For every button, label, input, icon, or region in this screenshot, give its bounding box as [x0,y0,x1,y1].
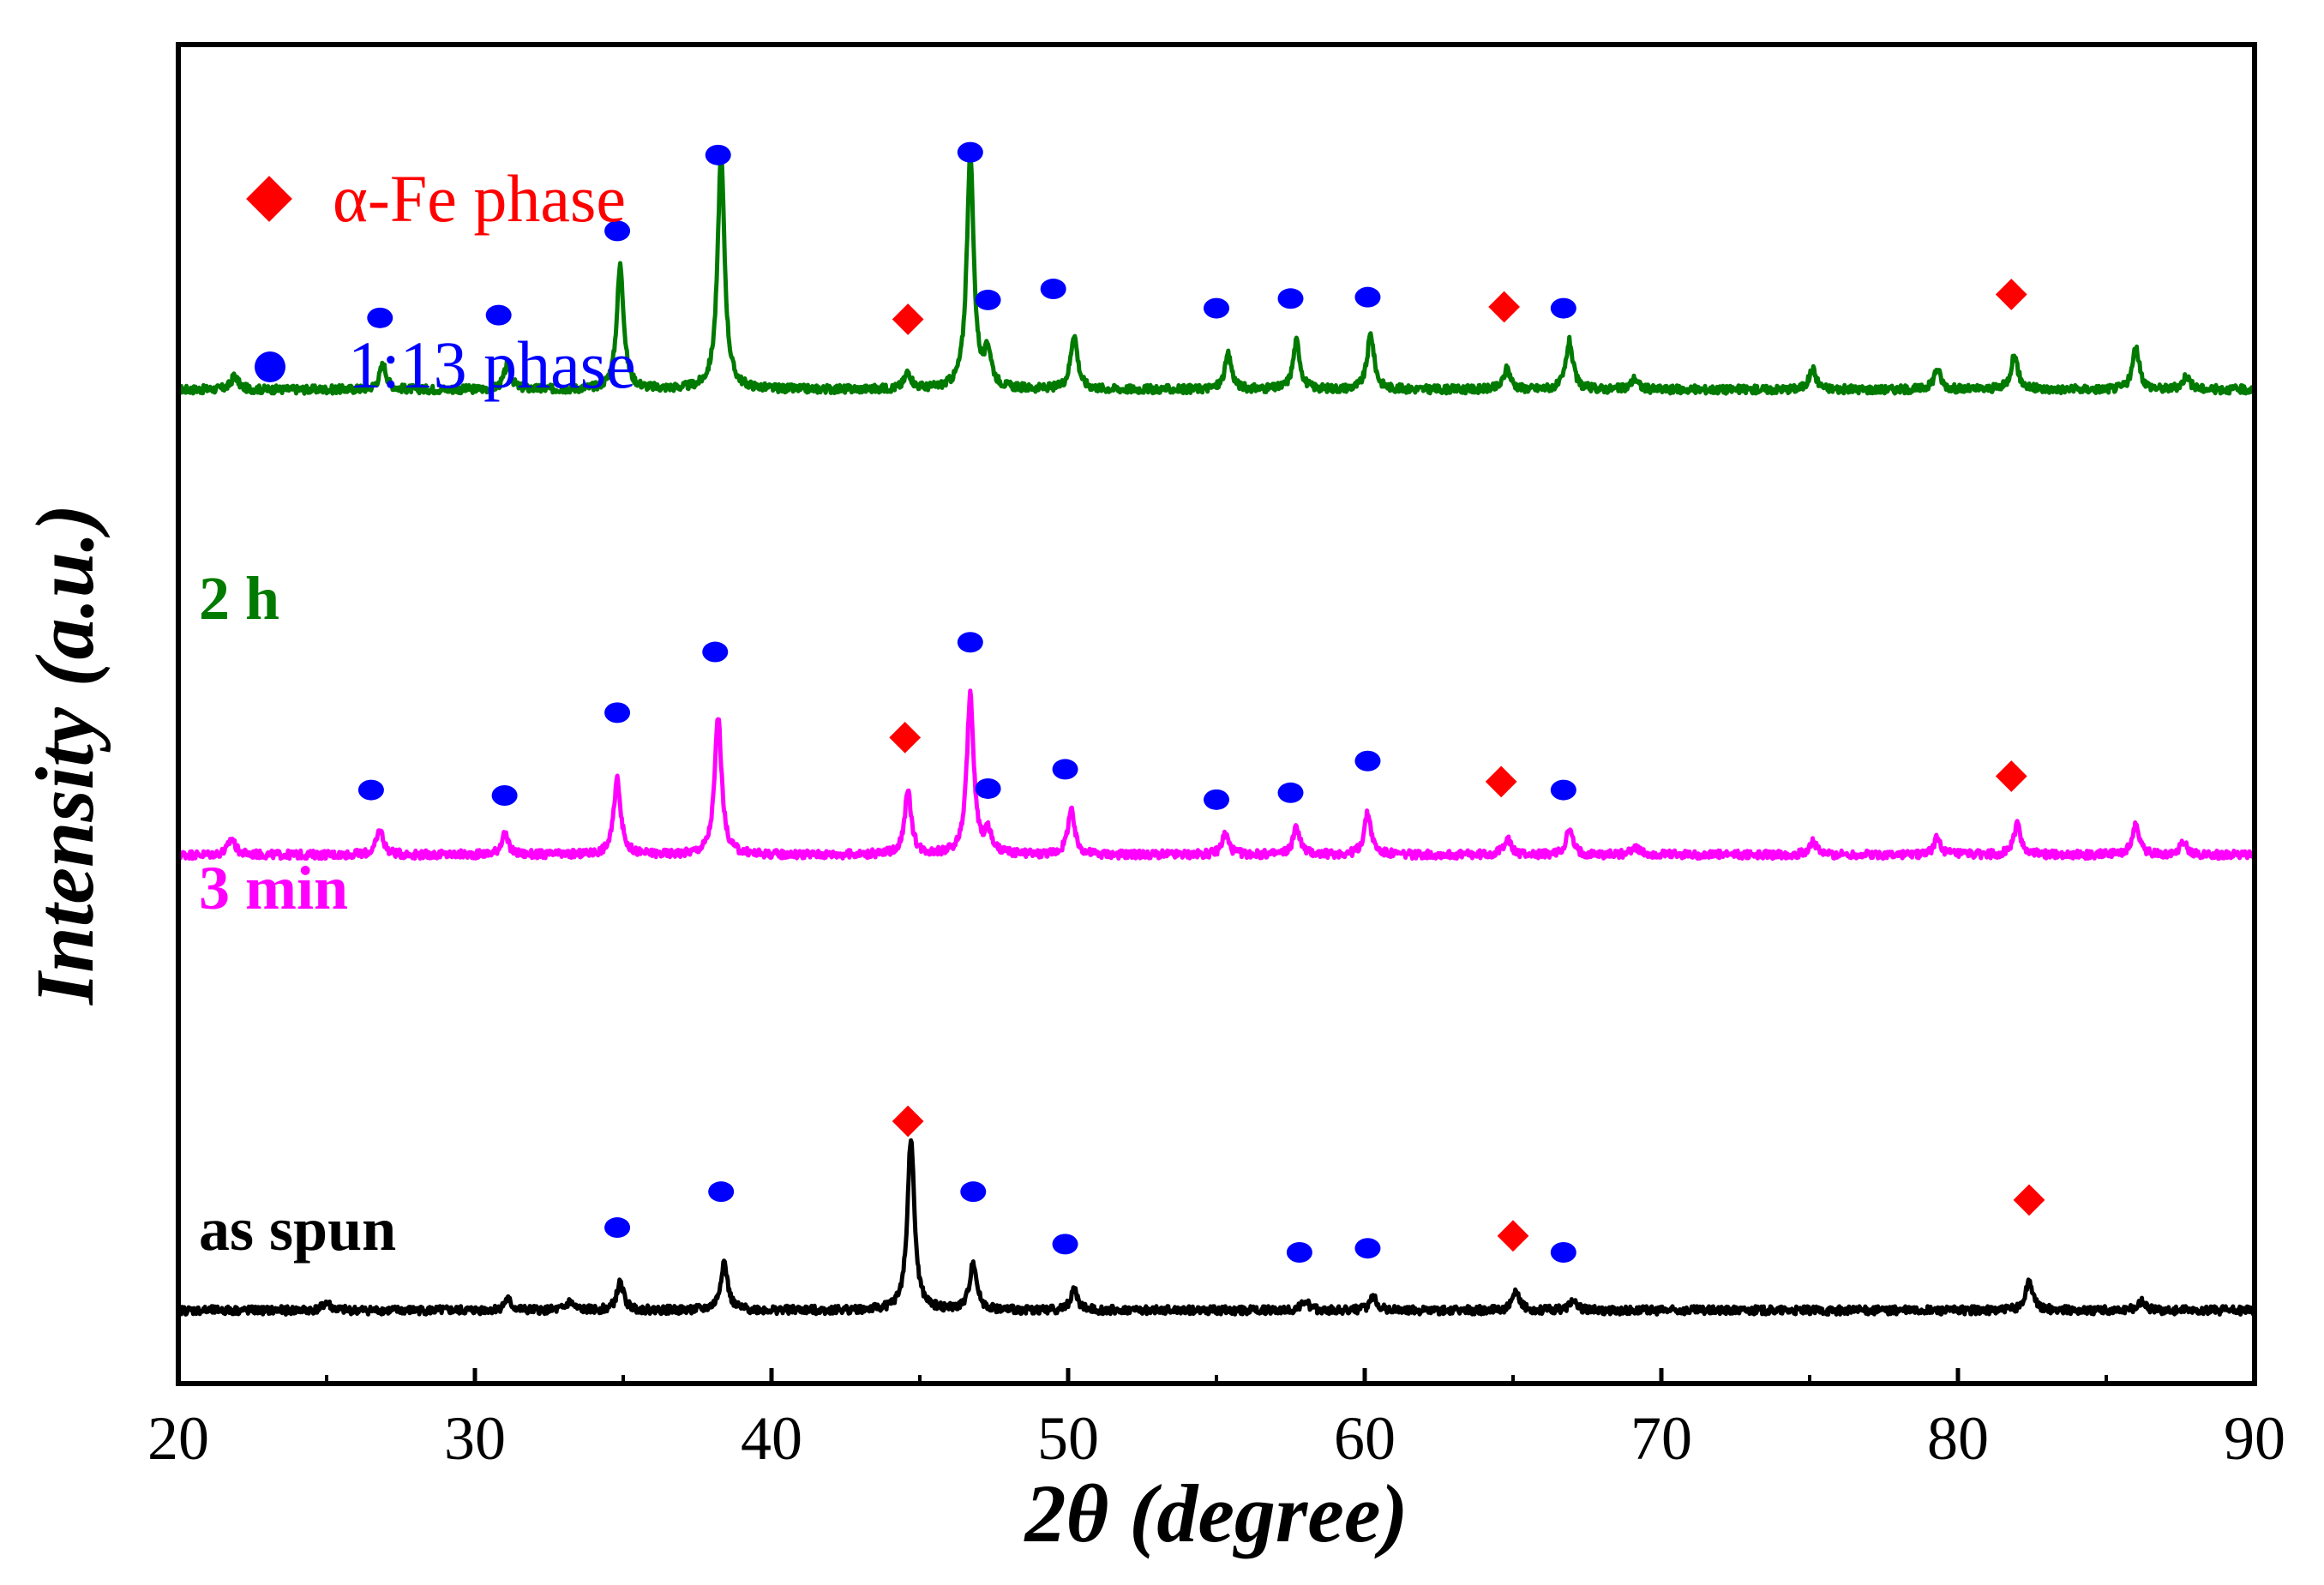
legend-diamond-icon [246,176,292,222]
phase-1-13-marker [357,779,384,801]
phase-alpha-fe-marker [2013,1184,2045,1216]
phase-1-13-marker [604,1217,631,1239]
legend: α-Fe phase 1:13 phase [246,161,636,402]
series-label-3min: 3 min [199,854,348,922]
phase-1-13-marker [1354,1238,1381,1259]
phase-1-13-marker [604,702,631,723]
phase-alpha-fe-marker [1995,760,2027,792]
x-tick-label: 20 [147,1404,209,1473]
phase-1-13-marker [1550,779,1576,801]
phase-1-13-marker [705,144,731,165]
phase-1-13-marker [1354,286,1381,308]
phase-1-13-marker [1277,782,1304,803]
phase-1-13-marker [1277,288,1304,309]
phase-1-13-marker [702,641,729,663]
phase-1-13-marker [1204,297,1229,319]
phase-1-13-marker [485,304,512,326]
x-tick-label: 70 [1630,1404,1692,1473]
phase-1-13-marker [975,777,1001,799]
y-axis-title: Intensity (a.u.) [19,504,111,1006]
series-line-2-h [177,147,2257,396]
phase-alpha-fe-marker [892,1105,924,1138]
phase-alpha-fe-marker [1485,765,1517,798]
series-line-as-spun [176,1138,2257,1317]
series-label-2h: 2 h [199,564,279,633]
phase-1-13-marker [1204,789,1229,810]
phase-1-13-marker [367,307,393,328]
phase-1-13-marker [957,632,983,653]
phase-1-13-marker [1052,1234,1078,1255]
phase-markers [357,141,2045,1264]
x-tick-label: 50 [1037,1404,1099,1473]
phase-1-13-marker [960,1181,987,1203]
phase-1-13-marker [708,1181,735,1203]
phase-1-13-marker [1052,759,1078,780]
x-tick-label: 60 [1334,1404,1396,1473]
phase-1-13-marker [1354,750,1381,771]
phase-1-13-marker [1550,1242,1576,1264]
phase-alpha-fe-marker [892,303,924,335]
phase-1-13-marker [975,289,1001,310]
series-curves [176,147,2257,1317]
phase-1-13-marker [604,220,631,242]
phase-1-13-marker [957,141,983,163]
series-label-as-spun: as spun [199,1195,396,1264]
phase-1-13-marker [1550,297,1576,319]
x-axis-title: 2θ (degree) [1024,1468,1408,1559]
phase-alpha-fe-marker [1488,291,1521,323]
plot-frame [176,42,2257,1386]
x-tick-label: 80 [1927,1404,1989,1473]
legend-label-alpha-fe: α-Fe phase [333,161,626,236]
phase-1-13-marker [491,785,518,807]
phase-alpha-fe-marker [889,721,922,753]
legend-circle-icon [255,351,285,382]
x-axis-ticks: 20 30 40 50 60 70 80 90 [147,1368,2285,1473]
x-tick-label: 30 [444,1404,506,1473]
phase-alpha-fe-marker [1497,1220,1529,1252]
phase-alpha-fe-marker [1995,279,2027,310]
x-tick-label: 90 [2224,1404,2285,1473]
legend-label-1-13: 1:13 phase [348,327,636,402]
series-line-3-min [176,688,2256,862]
phase-1-13-marker [1040,279,1066,300]
phase-1-13-marker [1286,1242,1312,1264]
x-tick-label: 40 [741,1404,802,1473]
